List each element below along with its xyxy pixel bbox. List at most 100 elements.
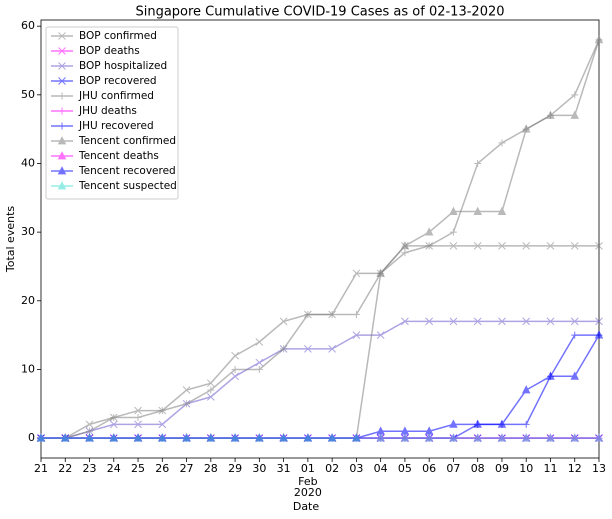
data-point — [473, 242, 482, 250]
data-point — [109, 420, 118, 429]
legend-marker — [58, 122, 66, 130]
data-point — [134, 420, 142, 429]
data-point — [449, 206, 458, 215]
marker-shape — [424, 227, 434, 236]
data-point — [546, 433, 555, 442]
data-point — [497, 206, 507, 215]
data-point — [230, 433, 240, 442]
x-tick-label: 11 — [543, 462, 557, 475]
marker-stroke — [473, 317, 482, 326]
marker-shape — [400, 240, 410, 250]
marker-shape — [352, 433, 361, 442]
x-tick-label: 08 — [471, 462, 485, 475]
data-point — [401, 249, 409, 257]
data-point — [570, 110, 579, 119]
marker-stroke — [85, 420, 94, 429]
data-point — [279, 433, 288, 442]
data-point — [546, 371, 555, 380]
data-point — [521, 124, 531, 133]
legend-label: JHU recovered — [78, 120, 154, 132]
data-point — [473, 419, 482, 428]
data-point — [206, 379, 215, 388]
marker-stroke — [304, 344, 312, 353]
data-point — [521, 385, 531, 394]
data-point — [425, 242, 433, 250]
data-point — [85, 420, 94, 429]
data-point — [327, 433, 337, 442]
marker-shape — [594, 433, 604, 442]
marker-shape — [376, 268, 385, 277]
y-tick-label: 40 — [21, 156, 35, 169]
series-line — [41, 245, 599, 439]
x-tick-label: 22 — [58, 462, 72, 475]
marker-shape — [521, 124, 531, 133]
data-point — [449, 419, 458, 428]
data-point — [328, 311, 336, 319]
legend-marker — [58, 32, 66, 40]
x-tick-label: 30 — [252, 462, 266, 475]
data-point — [376, 268, 385, 277]
legend-marker — [57, 166, 67, 175]
data-point — [424, 227, 434, 236]
y-axis-label: Total events — [4, 206, 17, 274]
legend-swatch — [51, 77, 73, 85]
data-point — [595, 317, 603, 326]
marker-shape — [497, 433, 507, 442]
x-tick-label: 01 — [301, 462, 315, 475]
data-point — [304, 344, 312, 353]
marker-stroke — [522, 317, 531, 326]
marker-stroke — [58, 62, 66, 70]
y-tick-label: 30 — [21, 225, 35, 238]
legend-swatch — [51, 136, 73, 145]
data-point — [570, 433, 579, 442]
data-point — [473, 317, 482, 326]
marker-stroke — [595, 317, 603, 326]
x-tick-label: 04 — [374, 462, 388, 475]
data-point — [85, 433, 94, 442]
x-tick-label: 29 — [228, 462, 242, 475]
legend-label: Tencent recovered — [78, 165, 176, 177]
x-year-label: 2020 — [294, 486, 322, 499]
marker-stroke — [498, 242, 506, 250]
data-point — [304, 311, 312, 319]
legend-label: Tencent deaths — [78, 150, 159, 162]
marker-stroke — [570, 242, 579, 250]
data-point — [570, 317, 579, 326]
marker-shape — [546, 433, 555, 442]
legend-swatch — [51, 92, 73, 100]
marker-shape — [206, 433, 216, 442]
data-point — [449, 242, 458, 250]
data-point — [206, 393, 215, 401]
marker-shape — [182, 433, 191, 442]
data-point — [352, 331, 361, 339]
data-point — [133, 433, 143, 442]
marker-stroke — [109, 420, 118, 429]
data-point — [255, 365, 263, 373]
legend-label: BOP confirmed — [79, 30, 157, 42]
legend-label: BOP hospitalized — [79, 60, 167, 72]
x-tick-label: 24 — [107, 462, 121, 475]
marker-shape — [255, 433, 264, 442]
marker-shape — [57, 181, 67, 190]
data-point — [474, 159, 482, 167]
y-tick-label: 50 — [21, 88, 35, 101]
marker-stroke — [328, 344, 336, 353]
marker-shape — [546, 110, 555, 119]
data-point — [255, 338, 264, 346]
x-tick-label: 21 — [34, 462, 48, 475]
data-point — [352, 269, 361, 278]
data-point — [497, 433, 507, 442]
data-point — [182, 433, 191, 442]
data-point — [158, 420, 167, 429]
marker-stroke — [58, 32, 66, 40]
marker-shape — [85, 433, 94, 442]
legend-label: Tencent confirmed — [78, 135, 176, 147]
legend: BOP confirmed BOP deaths BOP hospitalized B… — [45, 26, 179, 200]
data-point — [546, 110, 555, 119]
data-point — [594, 433, 604, 442]
data-point — [231, 372, 239, 381]
marker-shape — [570, 371, 579, 380]
legend-label: JHU confirmed — [78, 90, 154, 102]
legend-swatch — [51, 47, 73, 55]
chart-title: Singapore Cumulative COVID-19 Cases as o… — [135, 5, 504, 20]
